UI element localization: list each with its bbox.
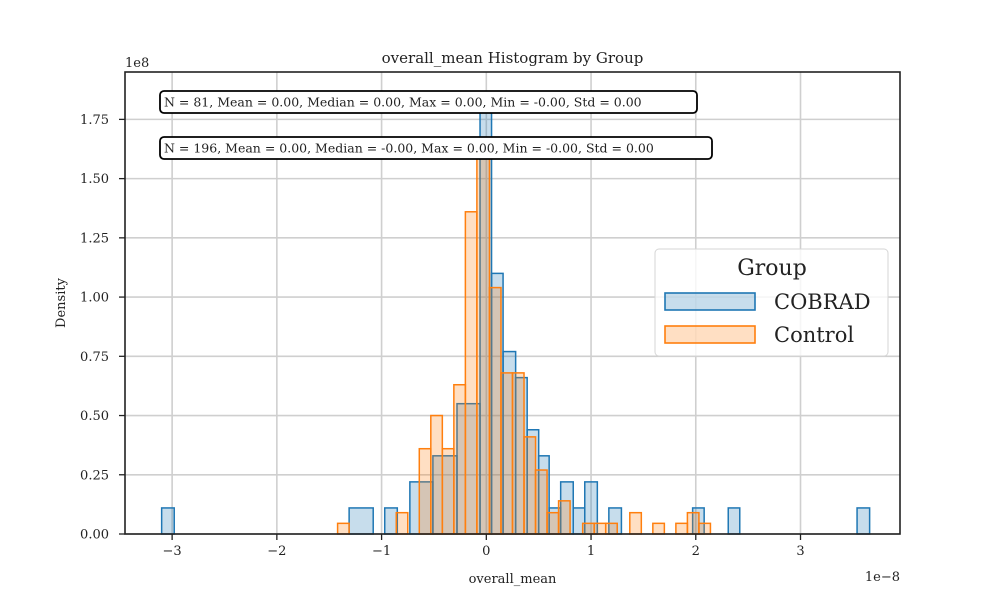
- histogram-bar-control: [476, 147, 491, 535]
- histogram-bar-cobrad: [727, 507, 741, 535]
- histogram-bar-control: [593, 522, 607, 535]
- histogram-bar-control: [546, 511, 560, 535]
- histogram-bar-control: [441, 447, 455, 535]
- x-tick-label: 0: [482, 544, 490, 559]
- histogram-bar-control: [686, 511, 700, 535]
- stats-text-control: N = 196, Mean = 0.00, Median = -0.00, Ma…: [164, 141, 654, 156]
- histogram-bar-control: [534, 469, 548, 535]
- series-control: [336, 147, 712, 535]
- x-tick-label: 1: [587, 544, 595, 559]
- axis-ticks: −3 −2 −1 0 1 2 3 0.00 0.25 0.50 0.75 1.00 1.25 1.50 1.…: [80, 113, 805, 559]
- stats-box-control: N = 196, Mean = 0.00, Median = -0.00, Ma…: [159, 136, 713, 160]
- legend-swatch-cobrad: [664, 292, 756, 311]
- histogram-bar-control: [395, 511, 409, 535]
- stats-box-cobrad: N = 81, Mean = 0.00, Median = 0.00, Max …: [159, 90, 698, 114]
- stats-box-control-frame: [159, 136, 713, 160]
- histogram-bar-control: [581, 522, 595, 535]
- y-tick-label: 1.75: [80, 113, 109, 128]
- histogram-bar-control: [430, 414, 444, 535]
- histogram-bar-control: [418, 447, 432, 535]
- y-tick-label: 1.00: [80, 291, 109, 306]
- axes-frame: [124, 71, 901, 535]
- series-cobrad: [160, 106, 871, 535]
- y-tick-label: 1.25: [80, 231, 109, 246]
- legend-swatch-control: [664, 325, 756, 344]
- x-tick-label: 2: [692, 544, 700, 559]
- x-axis-offset-label: 1e−8: [865, 570, 900, 585]
- x-tick-label: −3: [163, 544, 182, 559]
- histogram-bar-cobrad: [856, 507, 871, 535]
- y-tick-label: 1.50: [80, 172, 109, 187]
- x-tick-label: 3: [796, 544, 804, 559]
- histogram-bar-cobrad: [160, 507, 175, 535]
- histogram-bar-control: [523, 436, 537, 535]
- histogram-bar-control: [604, 522, 618, 535]
- histogram-bar-control: [652, 522, 666, 535]
- histogram-bar-cobrad: [383, 507, 399, 535]
- histogram-bar-control: [464, 211, 478, 535]
- histogram-bar-control: [453, 383, 467, 535]
- histogram-bars: [160, 106, 871, 535]
- x-tick-label: −2: [267, 544, 286, 559]
- y-tick-label: 0.25: [80, 468, 109, 483]
- y-tick-label: 0.50: [80, 409, 109, 424]
- x-axis-title: overall_mean: [469, 572, 557, 587]
- x-tick-label: −1: [372, 544, 391, 559]
- histogram-bar-control: [675, 522, 689, 535]
- histogram-bar-control: [557, 500, 571, 535]
- y-tick-label: 0.75: [80, 350, 109, 365]
- y-axis-title: Density: [54, 277, 69, 328]
- legend-label-control: Control: [774, 323, 854, 347]
- histogram-bar-control: [698, 522, 712, 535]
- histogram-bar-control: [336, 522, 350, 535]
- legend: Group COBRAD Control: [654, 248, 889, 357]
- legend-title: Group: [737, 256, 807, 281]
- histogram-bar-control: [488, 286, 502, 535]
- y-tick-label: 0.00: [80, 528, 109, 543]
- stats-box-cobrad-frame: [159, 90, 698, 114]
- histogram-bar-control: [500, 372, 514, 535]
- chart-title: overall_mean Histogram by Group: [382, 49, 644, 67]
- stats-text-cobrad: N = 81, Mean = 0.00, Median = 0.00, Max …: [164, 95, 642, 110]
- histogram-bar-control: [511, 372, 525, 535]
- legend-frame: [654, 248, 889, 357]
- histogram-bar-cobrad: [348, 507, 374, 535]
- legend-label-cobrad: COBRAD: [774, 290, 871, 314]
- histogram-bar-control: [629, 511, 643, 535]
- y-axis-offset-label: 1e8: [125, 56, 149, 71]
